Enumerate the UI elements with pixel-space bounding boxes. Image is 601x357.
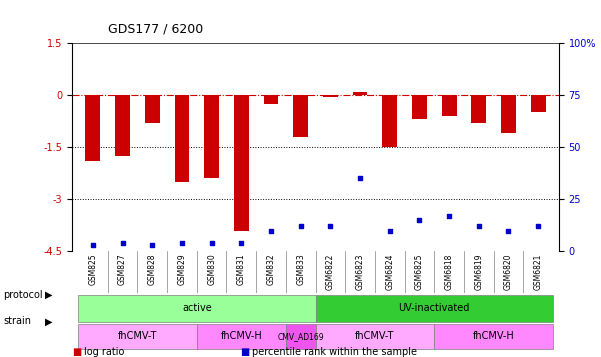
Point bbox=[385, 228, 394, 233]
Point bbox=[266, 228, 276, 233]
Bar bbox=[531, 95, 546, 112]
Text: GSM6818: GSM6818 bbox=[445, 253, 454, 290]
Text: GSM6819: GSM6819 bbox=[474, 253, 483, 290]
FancyBboxPatch shape bbox=[78, 295, 316, 322]
Bar bbox=[293, 95, 308, 137]
Bar bbox=[323, 95, 338, 97]
Text: active: active bbox=[182, 303, 212, 313]
FancyBboxPatch shape bbox=[286, 325, 316, 348]
Point bbox=[147, 242, 157, 248]
Point bbox=[207, 240, 216, 246]
FancyBboxPatch shape bbox=[78, 325, 197, 348]
Text: GSM6822: GSM6822 bbox=[326, 253, 335, 290]
Point bbox=[355, 176, 365, 181]
Bar bbox=[115, 95, 130, 156]
Text: GSM6821: GSM6821 bbox=[534, 253, 543, 290]
Text: ■: ■ bbox=[240, 347, 249, 357]
Text: protocol: protocol bbox=[3, 290, 43, 300]
Bar bbox=[234, 95, 249, 231]
Text: GSM831: GSM831 bbox=[237, 253, 246, 285]
FancyBboxPatch shape bbox=[435, 325, 553, 348]
Text: GSM6823: GSM6823 bbox=[356, 253, 365, 290]
Point bbox=[118, 240, 127, 246]
Point bbox=[177, 240, 187, 246]
Text: GSM832: GSM832 bbox=[266, 253, 275, 285]
Text: GSM828: GSM828 bbox=[148, 253, 157, 285]
FancyBboxPatch shape bbox=[197, 325, 286, 348]
Point bbox=[326, 223, 335, 229]
Text: GSM827: GSM827 bbox=[118, 253, 127, 285]
Point bbox=[415, 217, 424, 223]
Text: fhCMV-T: fhCMV-T bbox=[118, 331, 157, 341]
Text: ▶: ▶ bbox=[45, 316, 52, 326]
Point bbox=[237, 240, 246, 246]
Bar bbox=[353, 91, 367, 95]
Point bbox=[474, 223, 484, 229]
Point bbox=[296, 223, 305, 229]
Bar bbox=[442, 95, 457, 116]
Bar bbox=[85, 95, 100, 161]
Text: GSM6825: GSM6825 bbox=[415, 253, 424, 290]
Text: percentile rank within the sample: percentile rank within the sample bbox=[252, 347, 418, 357]
Text: GDS177 / 6200: GDS177 / 6200 bbox=[108, 23, 203, 36]
Text: fhCMV-T: fhCMV-T bbox=[355, 331, 395, 341]
Bar bbox=[264, 95, 278, 104]
Text: UV-inactivated: UV-inactivated bbox=[398, 303, 470, 313]
Bar bbox=[204, 95, 219, 178]
Text: ■: ■ bbox=[72, 347, 81, 357]
Bar bbox=[501, 95, 516, 133]
Bar bbox=[412, 95, 427, 119]
Bar bbox=[145, 95, 160, 123]
Bar bbox=[174, 95, 189, 182]
FancyBboxPatch shape bbox=[316, 295, 553, 322]
Text: GSM829: GSM829 bbox=[177, 253, 186, 285]
Text: GSM833: GSM833 bbox=[296, 253, 305, 285]
Text: GSM825: GSM825 bbox=[88, 253, 97, 285]
Text: CMV_AD169: CMV_AD169 bbox=[278, 332, 324, 341]
Text: GSM6820: GSM6820 bbox=[504, 253, 513, 290]
Text: ▶: ▶ bbox=[45, 290, 52, 300]
Point bbox=[504, 228, 513, 233]
Text: strain: strain bbox=[3, 316, 31, 326]
Bar bbox=[382, 95, 397, 147]
Point bbox=[444, 213, 454, 219]
Point bbox=[88, 242, 98, 248]
Bar bbox=[471, 95, 486, 123]
Text: log ratio: log ratio bbox=[84, 347, 124, 357]
FancyBboxPatch shape bbox=[316, 325, 435, 348]
Text: fhCMV-H: fhCMV-H bbox=[473, 331, 514, 341]
Text: fhCMV-H: fhCMV-H bbox=[221, 331, 262, 341]
Point bbox=[533, 223, 543, 229]
Text: GSM830: GSM830 bbox=[207, 253, 216, 285]
Text: GSM6824: GSM6824 bbox=[385, 253, 394, 290]
